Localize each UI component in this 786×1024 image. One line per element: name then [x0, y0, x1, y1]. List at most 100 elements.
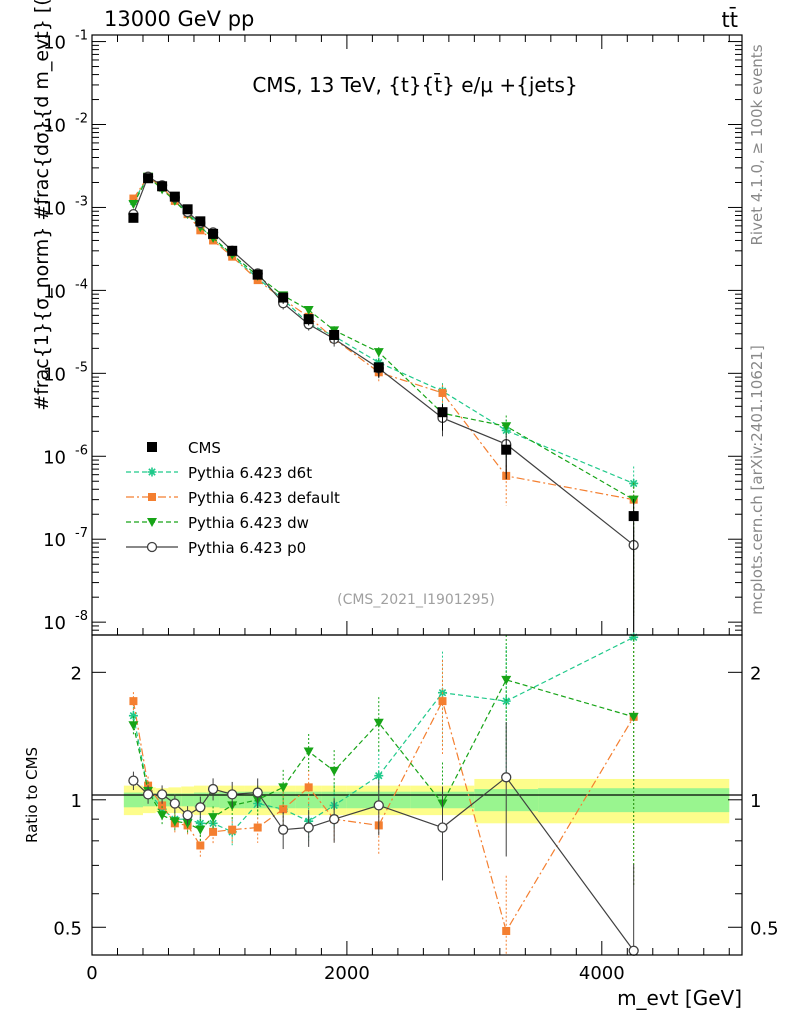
- main-y-axis-label: #frac{1}{σ_norm} #frac{dσ}{d m_evt} [(Ge…: [31, 0, 53, 411]
- data-point: [147, 467, 157, 477]
- ratio-y-axis-label: Ratio to CMS: [23, 747, 41, 843]
- y-tick-exponent: -7: [75, 526, 88, 541]
- data-point: [143, 173, 154, 184]
- legend-entry-dw: Pythia 6.423 dw: [126, 514, 309, 532]
- axis-tick-labels: 10 -8 10 -7 10 -6 10 -5 10 -4 10 -3 10 -2 10 -1 0 2000 400…: [43, 29, 779, 984]
- data-point: [501, 675, 512, 685]
- data-point: [128, 721, 139, 731]
- data-point: [252, 787, 263, 798]
- data-point: [303, 747, 314, 757]
- data-point: [303, 314, 314, 325]
- data-point: [278, 824, 289, 835]
- legend: CMS Pythia 6.423 d6t Pythia 6.423 default P…: [126, 439, 340, 557]
- data-point: [278, 783, 289, 793]
- data-point: [147, 518, 157, 527]
- data-point: [128, 200, 139, 210]
- series-d6t: [128, 172, 639, 600]
- y-tick-exponent: -4: [75, 277, 88, 292]
- y-tick-label: 10: [43, 198, 66, 219]
- data-point: [501, 422, 512, 432]
- y-tick-label: 10: [43, 116, 66, 137]
- data-point: [373, 718, 384, 728]
- data-point: [182, 809, 193, 821]
- data-point: [228, 825, 237, 834]
- data-point: [142, 789, 154, 800]
- y-tick-exponent: -6: [75, 443, 88, 458]
- x-tick-label: 2000: [324, 963, 370, 984]
- data-point: [502, 926, 511, 935]
- data-point: [207, 783, 219, 795]
- data-point: [278, 292, 289, 303]
- data-point: [157, 181, 168, 192]
- data-point: [279, 805, 288, 814]
- ratio-y-tick-label: 1: [71, 791, 82, 812]
- process-label: tt̄: [722, 7, 738, 32]
- data-point: [195, 802, 206, 813]
- series-line: [132, 175, 634, 485]
- legend-label: Pythia 6.423 d6t: [188, 464, 312, 482]
- data-point: [303, 306, 314, 316]
- data-point: [303, 822, 314, 833]
- data-point: [437, 822, 448, 833]
- data-point: [157, 811, 168, 821]
- data-point: [195, 825, 206, 835]
- energy-label: 13000 GeV pp: [104, 7, 254, 31]
- data-point: [628, 945, 639, 956]
- series-line: [132, 679, 634, 831]
- data-point: [169, 798, 180, 809]
- ratio-panel-series: [128, 632, 639, 956]
- data-point: [227, 245, 238, 256]
- ratio-y-tick-label: 0.5: [53, 918, 82, 939]
- legend-entry-cms: CMS: [147, 439, 221, 457]
- data-point: [129, 194, 138, 203]
- data-point: [208, 228, 219, 239]
- data-point: [501, 772, 512, 783]
- ratio-y-tick-label-right: 2: [750, 663, 761, 684]
- data-point: [147, 442, 157, 452]
- y-tick-exponent: -8: [75, 609, 88, 624]
- series-line: [132, 636, 634, 833]
- data-point: [128, 212, 139, 223]
- y-tick-label: 10: [43, 33, 66, 54]
- data-point: [629, 632, 639, 642]
- y-tick-label: 10: [43, 530, 66, 551]
- data-point: [158, 801, 167, 810]
- ratio-y-tick-label-right: 1: [750, 791, 761, 812]
- legend-label: Pythia 6.423 default: [188, 489, 340, 507]
- data-point: [501, 696, 511, 706]
- mcplots-label: mcplots.cern.ch [arXiv:2401.10621]: [748, 345, 766, 615]
- x-tick-label: 4000: [579, 963, 625, 984]
- x-axis-label: m_evt [GeV]: [617, 986, 742, 1010]
- series-p0: [128, 171, 639, 635]
- data-point: [329, 766, 340, 776]
- data-point: [129, 697, 138, 706]
- x-tick-label: 0: [86, 963, 97, 984]
- axis-ticks: [91, 35, 742, 955]
- data-point: [146, 541, 158, 553]
- ratio-y-tick-label: 2: [71, 663, 82, 684]
- data-point: [227, 789, 238, 800]
- y-tick-label: 10: [43, 281, 66, 302]
- data-point: [195, 216, 206, 227]
- ratio-y-tick-label-right: 0.5: [750, 918, 779, 939]
- data-point: [501, 444, 512, 455]
- data-point: [169, 817, 180, 827]
- data-point: [253, 823, 262, 832]
- data-point: [196, 841, 205, 850]
- series-line: [133, 776, 635, 952]
- data-point: [169, 191, 180, 202]
- data-point: [628, 511, 639, 522]
- band-inner-segment: [123, 792, 143, 808]
- ratio-series-dw: [128, 635, 639, 886]
- main-y-axis-label-text: #frac{1}{σ_norm} #frac{dσ}{d m_evt} [(Ge…: [31, 0, 53, 411]
- band-inner-segment: [181, 793, 194, 807]
- y-tick-label: 10: [43, 447, 66, 468]
- series-line: [132, 175, 634, 501]
- data-point: [209, 827, 218, 836]
- series-line: [132, 175, 634, 501]
- ratio-series-p0: [128, 722, 639, 956]
- data-point: [156, 789, 168, 800]
- ratio-panel-frame: [91, 634, 743, 956]
- analysis-id: (CMS_2021_I1901295): [337, 592, 495, 608]
